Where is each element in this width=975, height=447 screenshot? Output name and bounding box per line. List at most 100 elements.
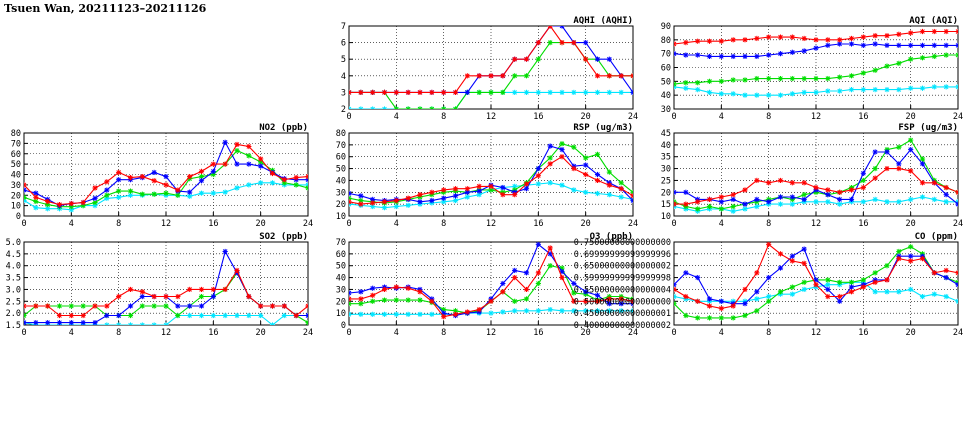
marker-stroke <box>955 270 958 274</box>
data-point-red <box>695 199 701 205</box>
marker-stroke <box>955 54 958 58</box>
marker-stroke <box>305 182 308 186</box>
marker-stroke <box>908 56 913 62</box>
marker-stroke <box>500 185 506 190</box>
data-point-blue <box>187 303 193 309</box>
data-point-red <box>56 201 63 208</box>
data-point-red <box>45 198 51 205</box>
marker-stroke <box>246 294 252 299</box>
marker-stroke <box>199 313 204 318</box>
marker-stroke <box>630 298 633 302</box>
data-point-red <box>683 201 689 207</box>
marker-stroke <box>583 40 588 45</box>
data-point-cyan <box>441 199 447 205</box>
data-point-green <box>825 75 831 82</box>
marker-stroke <box>465 73 470 79</box>
data-point-cyan <box>198 312 205 319</box>
data-point-green <box>896 248 902 255</box>
data-point-blue <box>919 161 926 167</box>
data-point-cyan <box>269 180 276 186</box>
marker-stroke <box>955 283 958 287</box>
marker-stroke <box>349 302 352 306</box>
marker-stroke <box>211 169 216 174</box>
marker-stroke <box>547 180 553 186</box>
data-point-cyan <box>583 308 589 314</box>
marker-stroke <box>683 313 689 318</box>
data-point-red <box>139 173 145 180</box>
marker-stroke <box>884 263 890 269</box>
marker-stroke <box>884 33 890 38</box>
marker-stroke <box>441 199 446 205</box>
marker-stroke <box>801 36 807 41</box>
marker-stroke <box>187 193 192 199</box>
data-point-green <box>405 297 411 303</box>
data-point-blue <box>210 168 216 174</box>
marker-stroke <box>512 308 517 314</box>
data-point-blue <box>559 147 565 153</box>
data-point-blue <box>674 189 677 195</box>
marker-stroke <box>730 315 736 321</box>
marker-stroke <box>837 41 842 47</box>
data-point-blue <box>813 45 819 51</box>
marker-stroke <box>293 313 299 318</box>
marker-stroke <box>104 179 110 185</box>
marker-stroke <box>837 88 842 94</box>
data-point-red <box>674 286 677 293</box>
x-tick-label: 12 <box>161 328 171 338</box>
data-point-cyan <box>258 180 264 186</box>
marker-stroke <box>920 29 925 34</box>
y-tick-label: 0.75000000000000000 <box>574 238 671 248</box>
data-point-green <box>163 190 169 196</box>
data-point-blue <box>801 246 807 252</box>
marker-stroke <box>719 194 724 200</box>
data-point-red <box>813 37 819 43</box>
marker-stroke <box>165 322 169 325</box>
marker-stroke <box>417 106 421 109</box>
marker-stroke <box>512 192 517 197</box>
marker-stroke <box>140 289 145 295</box>
marker-stroke <box>199 190 204 196</box>
marker-stroke <box>258 180 263 186</box>
y-tick-label: 0.69999999999999996 <box>574 250 671 260</box>
data-point-green <box>547 40 553 46</box>
data-point-green <box>718 206 724 212</box>
marker-stroke <box>896 43 902 48</box>
y-tick-label: 60 <box>661 64 671 74</box>
data-point-red <box>281 303 287 309</box>
marker-stroke <box>674 295 677 299</box>
marker-stroke <box>476 307 482 312</box>
marker-stroke <box>258 156 263 162</box>
marker-stroke <box>630 73 633 77</box>
marker-stroke <box>813 282 819 287</box>
marker-stroke <box>932 291 937 297</box>
marker-stroke <box>849 187 854 193</box>
marker-stroke <box>790 284 795 290</box>
data-point-blue <box>674 51 677 57</box>
chart-title: SO2 (ppb) <box>259 232 308 242</box>
data-point-cyan <box>695 87 701 93</box>
chart-co: 0 4 8 12 16 20 240.400000000000000020.45000000… <box>574 232 963 338</box>
marker-stroke <box>407 106 411 109</box>
data-point-blue <box>258 163 264 169</box>
marker-stroke <box>778 178 783 183</box>
marker-stroke <box>524 56 529 62</box>
data-point-blue <box>860 42 866 48</box>
marker-stroke <box>163 182 169 188</box>
data-point-green <box>872 67 878 73</box>
marker-stroke <box>618 186 624 192</box>
data-point-red <box>872 175 878 181</box>
marker-stroke <box>24 320 27 324</box>
data-point-red <box>381 286 388 293</box>
data-point-blue <box>718 298 724 304</box>
data-point-blue <box>571 280 577 287</box>
marker-stroke <box>955 280 958 284</box>
data-point-cyan <box>269 322 276 325</box>
marker-stroke <box>116 322 120 325</box>
data-point-cyan <box>393 203 399 210</box>
marker-stroke <box>453 106 457 109</box>
data-point-green <box>139 191 145 197</box>
x-tick-label: 0 <box>21 328 26 338</box>
data-point-cyan <box>381 205 388 211</box>
marker-stroke <box>222 287 228 292</box>
data-point-red <box>151 293 157 300</box>
